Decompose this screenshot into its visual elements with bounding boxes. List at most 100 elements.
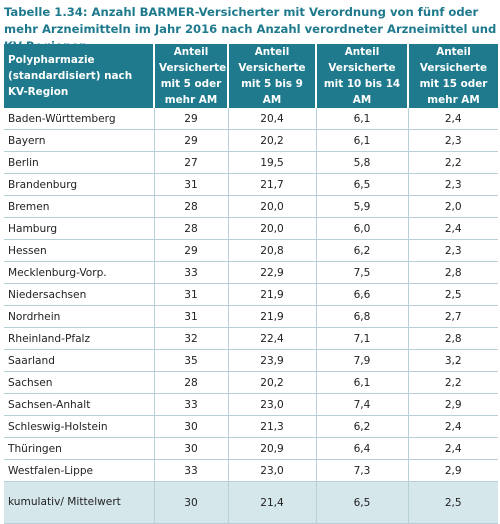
page: Tabelle 1.34: Anzahl BARMER-Versicherter… <box>4 5 498 524</box>
share-10-to-14-cell: 6,6 <box>315 283 408 306</box>
share-10-to-14-cell: 5,8 <box>315 151 408 174</box>
share-5-or-more-cell: 28 <box>153 371 228 394</box>
share-5-or-more-cell: 31 <box>153 305 228 328</box>
share-10-to-14-cell: 6,1 <box>315 371 408 394</box>
share-5-to-9-cell: 23,9 <box>227 349 316 372</box>
share-10-to-14-cell: 6,4 <box>315 437 408 460</box>
share-5-or-more-cell: 33 <box>153 261 228 284</box>
table-row: Baden-Württemberg 29 20,4 6,1 2,4 <box>4 108 498 130</box>
share-10-to-14-cell: 6,1 <box>315 108 408 130</box>
share-10-to-14-cell: 7,5 <box>315 261 408 284</box>
data-table: Polypharmazie (standardisiert) nach KV-R… <box>4 44 498 524</box>
share-15-or-more-cell: 2,3 <box>407 173 498 196</box>
share-5-to-9-cell: 20,8 <box>227 239 316 262</box>
region-cell: Bremen <box>4 195 154 218</box>
table-row: Rheinland-Pfalz 32 22,4 7,1 2,8 <box>4 327 498 350</box>
share-15-or-more-cell: 2,2 <box>407 371 498 394</box>
share-15-or-more-cell: 2,8 <box>407 261 498 284</box>
share-15-or-more-cell: 2,4 <box>407 415 498 438</box>
share-5-or-more-cell: 29 <box>153 129 228 152</box>
region-cell: Schleswig-Holstein <box>4 415 154 438</box>
region-cell: Sachsen <box>4 371 154 394</box>
share-10-to-14-cell: 5,9 <box>315 195 408 218</box>
share-5-to-9-cell: 21,9 <box>227 283 316 306</box>
share-15-or-more-cell: 2,5 <box>407 283 498 306</box>
share-5-to-9-cell: 20,0 <box>227 217 316 240</box>
share-15-or-more-cell: 2,0 <box>407 195 498 218</box>
share-15-or-more-cell: 2,9 <box>407 459 498 482</box>
share-5-to-9-cell: 22,4 <box>227 327 316 350</box>
region-cell: Saarland <box>4 349 154 372</box>
region-cell: Sachsen-Anhalt <box>4 393 154 416</box>
header-row: Polypharmazie (standardisiert) nach KV-R… <box>4 44 498 108</box>
table-row: Thüringen 30 20,9 6,4 2,4 <box>4 437 498 460</box>
region-cell: Westfalen-Lippe <box>4 459 154 482</box>
share-5-or-more-cell: 29 <box>153 108 228 130</box>
table-row: Saarland 35 23,9 7,9 3,2 <box>4 349 498 372</box>
share-15-or-more-cell: 2,7 <box>407 305 498 328</box>
share-5-or-more-cell: 28 <box>153 195 228 218</box>
share-5-or-more-cell: 30 <box>153 437 228 460</box>
region-cell: Rheinland-Pfalz <box>4 327 154 350</box>
share-15-or-more-cell: 2,4 <box>407 437 498 460</box>
share-15-or-more-cell: 2,3 <box>407 129 498 152</box>
total-share-5-to-9-cell: 21,4 <box>227 481 316 524</box>
share-10-to-14-cell: 6,5 <box>315 173 408 196</box>
total-row: kumulativ/ Mittelwert 30 21,4 6,5 2,5 <box>4 481 498 524</box>
share-10-to-14-cell: 6,8 <box>315 305 408 328</box>
share-5-or-more-cell: 27 <box>153 151 228 174</box>
share-5-or-more-cell: 31 <box>153 173 228 196</box>
share-5-to-9-cell: 23,0 <box>227 393 316 416</box>
total-share-10-to-14-cell: 6,5 <box>315 481 408 524</box>
share-5-to-9-cell: 21,9 <box>227 305 316 328</box>
share-5-or-more-cell: 33 <box>153 459 228 482</box>
region-cell: Mecklenburg-Vorp. <box>4 261 154 284</box>
table-row: Hessen 29 20,8 6,2 2,3 <box>4 239 498 262</box>
total-share-15-or-more-cell: 2,5 <box>407 481 498 524</box>
share-5-to-9-cell: 20,4 <box>227 108 316 130</box>
table-row: Hamburg 28 20,0 6,0 2,4 <box>4 217 498 240</box>
header-15-or-more: Anteil Versicherte mit 15 oder mehr AM <box>407 44 498 108</box>
share-10-to-14-cell: 6,2 <box>315 239 408 262</box>
share-5-or-more-cell: 30 <box>153 415 228 438</box>
table-row: Westfalen-Lippe 33 23,0 7,3 2,9 <box>4 459 498 482</box>
header-10-to-14: Anteil Versicherte mit 10 bis 14 AM <box>315 44 408 108</box>
table-header: Polypharmazie (standardisiert) nach KV-R… <box>4 44 498 108</box>
table-row: Bremen 28 20,0 5,9 2,0 <box>4 195 498 218</box>
share-5-to-9-cell: 20,2 <box>227 371 316 394</box>
total-share-5-or-more-cell: 30 <box>153 481 228 524</box>
share-15-or-more-cell: 2,4 <box>407 217 498 240</box>
header-5-or-more: Anteil Versicherte mit 5 oder mehr AM <box>153 44 228 108</box>
share-5-to-9-cell: 19,5 <box>227 151 316 174</box>
region-cell: Thüringen <box>4 437 154 460</box>
header-5-to-9: Anteil Versicherte mit 5 bis 9 AM <box>227 44 316 108</box>
share-5-to-9-cell: 21,3 <box>227 415 316 438</box>
header-region: Polypharmazie (standardisiert) nach KV-R… <box>4 44 154 108</box>
table-row: Sachsen 28 20,2 6,1 2,2 <box>4 371 498 394</box>
share-5-to-9-cell: 21,7 <box>227 173 316 196</box>
region-cell: Bayern <box>4 129 154 152</box>
region-cell: Berlin <box>4 151 154 174</box>
table-row: Bayern 29 20,2 6,1 2,3 <box>4 129 498 152</box>
share-10-to-14-cell: 7,9 <box>315 349 408 372</box>
table-row: Niedersachsen 31 21,9 6,6 2,5 <box>4 283 498 306</box>
share-5-or-more-cell: 29 <box>153 239 228 262</box>
share-10-to-14-cell: 7,1 <box>315 327 408 350</box>
share-15-or-more-cell: 2,3 <box>407 239 498 262</box>
table-row: Schleswig-Holstein 30 21,3 6,2 2,4 <box>4 415 498 438</box>
share-5-to-9-cell: 20,0 <box>227 195 316 218</box>
table-row: Nordrhein 31 21,9 6,8 2,7 <box>4 305 498 328</box>
share-15-or-more-cell: 2,4 <box>407 108 498 130</box>
share-10-to-14-cell: 7,4 <box>315 393 408 416</box>
share-5-or-more-cell: 32 <box>153 327 228 350</box>
region-cell: Nordrhein <box>4 305 154 328</box>
share-10-to-14-cell: 6,0 <box>315 217 408 240</box>
table-row: Mecklenburg-Vorp. 33 22,9 7,5 2,8 <box>4 261 498 284</box>
share-5-or-more-cell: 31 <box>153 283 228 306</box>
share-5-to-9-cell: 22,9 <box>227 261 316 284</box>
share-5-or-more-cell: 35 <box>153 349 228 372</box>
region-cell: Hamburg <box>4 217 154 240</box>
share-5-to-9-cell: 20,9 <box>227 437 316 460</box>
share-10-to-14-cell: 6,1 <box>315 129 408 152</box>
region-cell: Niedersachsen <box>4 283 154 306</box>
